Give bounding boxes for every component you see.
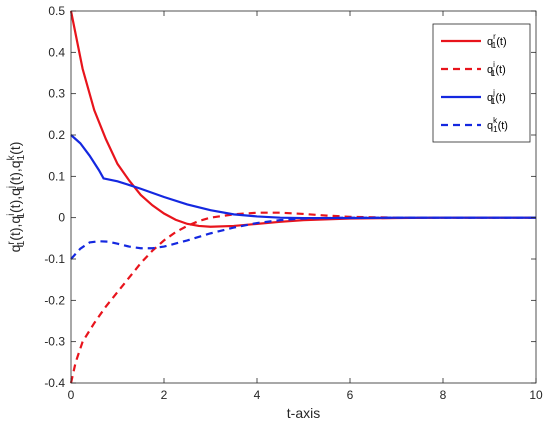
- legend-box: [432, 23, 531, 143]
- legend-label-sup: k: [493, 116, 498, 125]
- x-axis-label: t-axis: [287, 405, 320, 421]
- y-tick-label: 0.1: [48, 169, 65, 183]
- legend: qr 1(t)qi 1(t)qj 1(t)qk 1(t): [432, 23, 531, 143]
- legend-label-3: qk 1(t): [487, 116, 508, 134]
- x-tick-label: 6: [347, 388, 354, 402]
- legend-label-1: qi 1(t): [487, 60, 506, 78]
- y-label-sub: 1: [16, 154, 27, 160]
- legend-label-0: qr 1(t): [487, 32, 507, 50]
- y-label-base: q: [7, 216, 23, 224]
- legend-label-2: qj 1(t): [487, 88, 506, 106]
- y-label-sub: 1: [16, 213, 27, 219]
- legend-label-sub: 1: [492, 41, 497, 50]
- legend-label-base: q: [487, 92, 493, 104]
- y-tick-label: 0.5: [48, 4, 65, 18]
- y-tick-label: 0: [58, 211, 65, 225]
- legend-label-sub: 1: [493, 125, 498, 134]
- y-axis-label: qr1(t),qi1(t),qj1(t),qk1(t): [6, 142, 27, 253]
- x-tick-label: 0: [68, 388, 75, 402]
- y-axis-label-text: qr1(t),qi1(t),qj1(t),qk1(t): [6, 142, 27, 253]
- legend-label-sub: 1: [491, 69, 496, 78]
- x-tick-label: 10: [529, 388, 543, 402]
- axes-box: [70, 10, 537, 384]
- legend-label-tail: (t): [495, 92, 505, 104]
- legend-label-base: q: [487, 36, 493, 48]
- x-tick-label: 4: [254, 388, 261, 402]
- y-tick-label: -0.4: [44, 376, 65, 390]
- x-tick-label: 8: [440, 388, 447, 402]
- y-label-base: q: [7, 245, 23, 253]
- y-label-sub: 1: [16, 240, 27, 246]
- series-layer: [69, 10, 536, 384]
- legend-label-tail: (t): [496, 36, 506, 48]
- y-label-sup: j: [6, 186, 17, 189]
- axes-layer: [70, 10, 537, 384]
- y-label-tail: (t),: [7, 196, 23, 213]
- y-tick-label: -0.2: [44, 293, 65, 307]
- legend-label-sup: j: [492, 88, 495, 97]
- legend-label-base: q: [487, 120, 493, 132]
- y-label-sup: k: [6, 154, 17, 160]
- y-label-base: q: [7, 188, 23, 196]
- series-line-3: [70, 216, 536, 260]
- y-label-tail: (t),: [7, 168, 23, 185]
- y-label-tail: (t),: [7, 224, 23, 241]
- legend-label-tail: (t): [495, 64, 505, 76]
- legend-label-base: q: [487, 64, 493, 76]
- x-tick-label: 2: [161, 388, 168, 402]
- legend-label-sub: 1: [491, 97, 496, 106]
- y-label-sup: i: [6, 214, 17, 216]
- y-label-tail: (t): [7, 142, 23, 155]
- ticks-layer: 0 2 4 6 8 10 -0.4 -0.3 -0.2 -0.1 0 0.1 0.2 0.3 0.4 0.5: [44, 4, 543, 402]
- y-tick-label: 0.3: [48, 87, 65, 101]
- y-label-base: q: [7, 160, 23, 168]
- legend-label-tail: (t): [498, 120, 508, 132]
- legend-label-sup: r: [493, 32, 496, 41]
- y-tick-label: -0.3: [44, 335, 65, 349]
- legend-label-sup: i: [493, 60, 495, 69]
- y-tick-label: 0.4: [48, 45, 65, 59]
- y-tick-label: 0.2: [48, 128, 65, 142]
- y-label-sup: r: [6, 241, 17, 245]
- y-tick-label: -0.1: [44, 252, 65, 266]
- y-label-sub: 1: [16, 185, 27, 191]
